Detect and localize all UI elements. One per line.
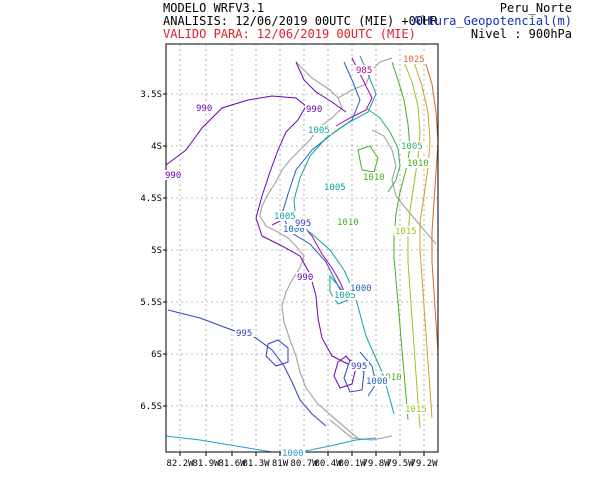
lat-tick-label: 5S	[151, 246, 162, 256]
contour-label: 1005	[334, 291, 356, 301]
lat-tick-label: 4.5S	[140, 194, 162, 204]
lon-tick-label: 81.3W	[242, 459, 270, 469]
model-title: MODELO WRFV3.1	[163, 1, 265, 15]
contour-label: 1010	[380, 373, 402, 383]
analysis-time: ANALISIS: 12/06/2019 00UTC (MIE) +00HR	[163, 14, 438, 28]
contour-label-bg	[273, 211, 298, 221]
contour-label-bg	[336, 217, 361, 227]
lon-tick-label: 80.1W	[338, 459, 366, 469]
contour-label-bg	[349, 283, 374, 293]
contour-label-bg	[296, 272, 315, 282]
contour-label: 985	[356, 66, 372, 76]
contour-label: 995	[236, 329, 252, 339]
contour-label-bg	[282, 224, 307, 234]
lon-tick-label: 81.6W	[218, 459, 246, 469]
contour-label-bg	[307, 125, 332, 135]
pressure-level: Nivel : 900hPa	[470, 27, 572, 41]
lon-tick-label: 81W	[272, 459, 289, 469]
contour-label: 990	[297, 273, 313, 283]
contour-label: 1010	[337, 218, 359, 228]
contour-label: 990	[165, 171, 181, 181]
contour-label-bg	[362, 172, 387, 182]
contour-label-bg	[404, 404, 429, 414]
lat-tick-label: 6.5S	[140, 402, 162, 412]
contour-label: 1000	[366, 377, 388, 387]
contour-label-bg	[402, 54, 427, 64]
contour-label-bg	[406, 158, 431, 168]
contour-label: 1000	[350, 284, 372, 294]
contour-label: 1000	[283, 225, 305, 235]
variable-name: Altura_Geopotencial(m)	[413, 14, 572, 28]
lat-tick-label: 5.5S	[140, 298, 162, 308]
contour-label: 995	[351, 362, 367, 372]
lon-tick-label: 79.8W	[362, 459, 390, 469]
contour-labels: 1025 985 990 990 990 1005 1005 1005 1005 1005 1010…	[164, 54, 431, 459]
lon-tick-label: 81.9W	[192, 459, 220, 469]
contour-label-bg	[350, 361, 369, 371]
contour-label-bg	[365, 376, 390, 386]
contour-label-bg	[305, 104, 324, 114]
valid-time: VALIDO PARA: 12/06/2019 00UTC (MIE)	[163, 27, 416, 41]
contour-label-bg	[333, 290, 358, 300]
contour-label: 995	[295, 219, 311, 229]
lon-tick-label: 79.5W	[386, 459, 414, 469]
contour-label-bg	[400, 141, 425, 151]
contour-label: 1010	[407, 159, 429, 169]
contour-label: 1005	[308, 126, 330, 136]
contour-label-bg	[281, 448, 306, 458]
contour-label: 1000	[282, 449, 304, 459]
contour-label: 990	[306, 105, 322, 115]
contour-label-bg	[164, 170, 183, 180]
contour-label: 1010	[363, 173, 385, 183]
contour-label-bg	[379, 372, 404, 382]
contour-label: 1005	[324, 183, 346, 193]
contour-label: 1025	[403, 55, 425, 65]
contour-label-bg	[195, 103, 214, 113]
lon-tick-label: 79.2W	[410, 459, 438, 469]
contour-label-bg	[294, 218, 313, 228]
contour-label-bg	[323, 182, 348, 192]
contour-label: 1015	[395, 227, 417, 237]
lat-tick-label: 6S	[151, 350, 162, 360]
lat-tick-label: 3.5S	[140, 90, 162, 100]
contour-label-bg	[235, 328, 254, 338]
contour-label: 1015	[405, 405, 427, 415]
lon-tick-label: 80.4W	[314, 459, 342, 469]
contour-label-bg	[394, 226, 419, 236]
lat-tick-label: 4S	[151, 142, 162, 152]
lon-tick-label: 82.2W	[166, 459, 194, 469]
lon-tick-label: 80.7W	[290, 459, 318, 469]
latitude-ticks: 3.5S 4S 4.5S 5S 5.5S 6S 6.5S	[140, 90, 166, 412]
contour-label: 1005	[401, 142, 423, 152]
region-name: Peru_Norte	[499, 1, 572, 15]
contour-label: 990	[196, 104, 212, 114]
contour-label: 1005	[274, 212, 296, 222]
contour-label-bg	[355, 65, 374, 75]
